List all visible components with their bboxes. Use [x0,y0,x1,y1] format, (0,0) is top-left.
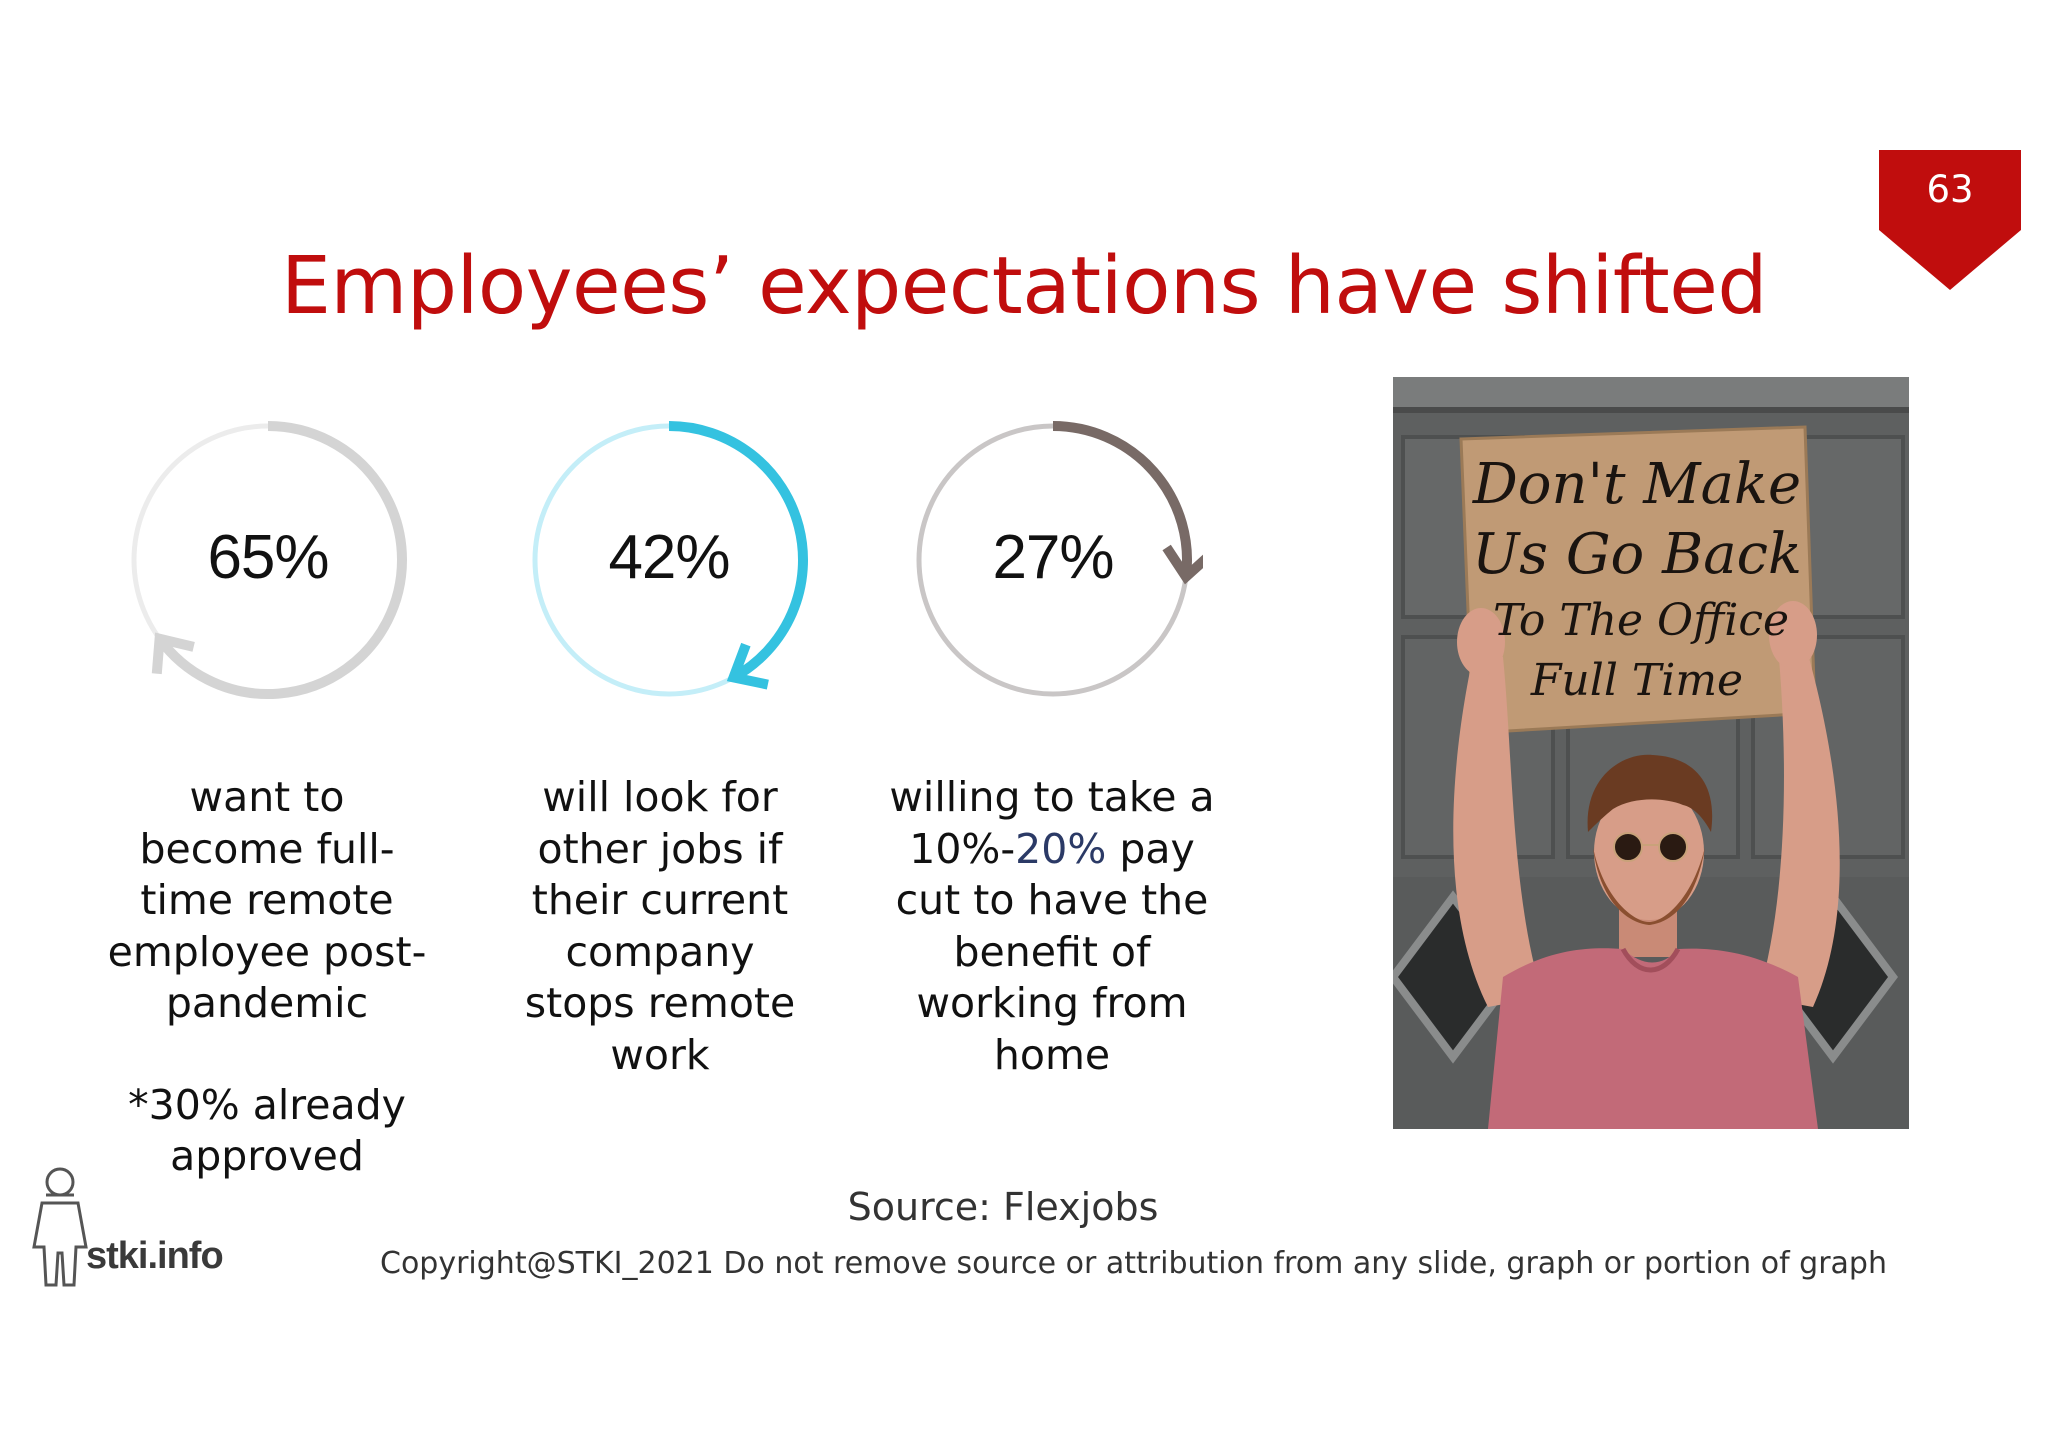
stat-2-ring: 42% [519,410,819,710]
stat-1-note-line: approved [170,1132,364,1180]
stat-3-arc [1052,421,1192,578]
stat-1-arrowhead-icon [151,632,195,675]
stat-3-line: willing to take a [889,773,1215,821]
page-number: 63 [1926,168,1974,211]
copyright-notice: Copyright@STKI_2021 Do not remove source… [380,1246,1887,1281]
mascot-icon [32,1167,88,1287]
protest-photo: Don't Make Us Go Back To The Office Full… [1393,377,1909,1129]
stat-3-value: 27% [992,523,1114,592]
stat-3-range-suffix: pay [1106,824,1195,873]
stat-1-value: 65% [207,523,329,592]
stat-1-note-line: *30% already [128,1080,406,1129]
stat-2-arc [668,421,808,682]
badge-shape [1879,150,2021,290]
stat-1-line: pandemic [165,979,369,1027]
stat-2-arrowhead-icon [726,642,769,690]
stat-3-line: working from [916,979,1188,1027]
stat-3-range-end: 20% [1015,824,1107,873]
stat-1-line: become full- [139,824,395,873]
stat-2-line: work [610,1030,710,1079]
page-number-badge: 63 [1879,150,2021,290]
stat-1-description: want to become full- time remote employe… [102,772,432,1183]
stat-2-line: will look for [542,773,778,821]
stat-3-line: benefit of [953,927,1151,976]
slide-title: Employees’ expectations have shifted [280,240,1768,332]
sign-line: To The Office [1493,595,1789,646]
stat-3-arrowhead-icon [1162,544,1203,585]
stat-1-line: employee post- [107,927,427,976]
stat-3-range-start: 10%- [909,824,1016,873]
stat-2-line: their current [531,876,789,924]
stat-2-line: other jobs if [537,824,783,873]
stat-3-line: home [993,1030,1111,1079]
stat-2-value: 42% [608,523,730,592]
stat-1-ring: 65% [118,410,418,710]
stki-logo: stki.info [20,1165,240,1290]
logo-text: stki.info [86,1235,224,1277]
stat-1-line: time remote [140,876,394,924]
sign-line: Don't Make [1472,452,1801,517]
stat-1-arc [155,421,407,699]
stat-2-description: will look for other jobs if their curren… [495,772,825,1081]
stat-2-line: company [565,927,755,976]
stat-3-line: 10%-20% pay [887,824,1217,876]
stat-3-description: willing to take a 10%-20% pay cut to hav… [887,772,1217,1081]
sign-line: Full Time [1530,655,1743,706]
stat-3-line: cut to have the [895,876,1209,924]
stat-2-line: stops remote [524,979,796,1027]
sign-line: Us Go Back [1472,522,1802,587]
source-note: Source: Flexjobs [847,1185,1159,1229]
stat-3-ring: 27% [903,410,1203,710]
stat-1-line: want to [189,773,345,821]
